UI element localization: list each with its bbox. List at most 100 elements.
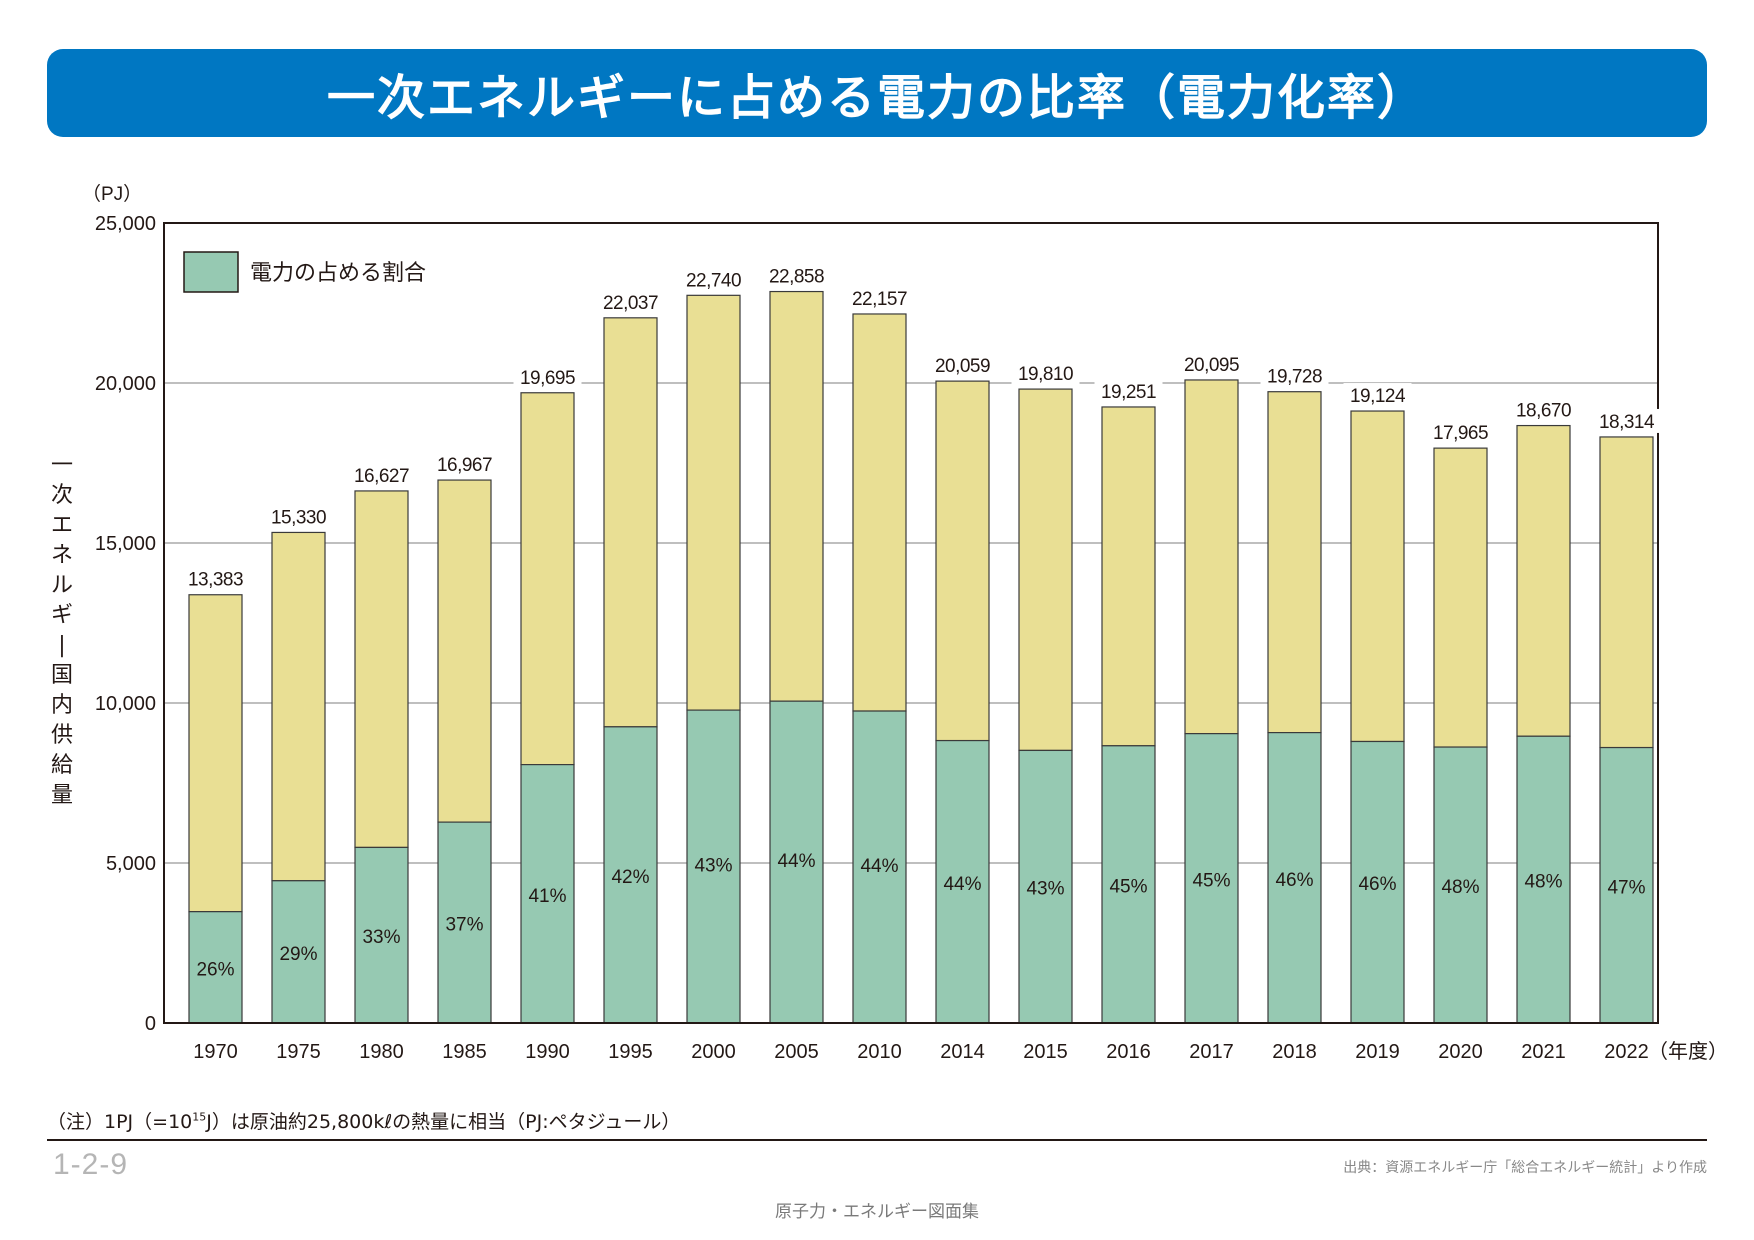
total-label-bg [1011, 361, 1080, 386]
y-axis-title-char: ル [51, 573, 73, 598]
x-tick-label: 1985 [442, 1041, 487, 1063]
bar-other-2016 [1101, 406, 1156, 747]
x-tick-label: 1980 [359, 1041, 404, 1063]
total-label: 22,037 [603, 293, 658, 314]
legend: 電力の占める割合 [183, 251, 426, 293]
y-tick-label: 0 [145, 1013, 156, 1035]
total-label: 20,095 [1184, 355, 1239, 376]
y-axis-title-char: 量 [51, 783, 73, 808]
bar-electricity-2016 [1101, 745, 1156, 1024]
page-title: 一次エネルギーに占める電力の比率（電力化率） [326, 70, 1427, 126]
total-label: 16,627 [354, 466, 409, 487]
bar-electricity-2010 [852, 710, 907, 1024]
x-tick-label: 2016 [1106, 1041, 1151, 1063]
bar-other-2005 [769, 290, 824, 702]
x-tick-label: 1995 [608, 1041, 653, 1063]
total-label-bg [762, 263, 831, 288]
x-unit-label: （年度） [1648, 1039, 1728, 1063]
total-label-bg [1592, 408, 1661, 433]
bar-electricity-2020 [1433, 746, 1488, 1024]
share-label: 46% [1275, 870, 1313, 891]
total-label-bg [1509, 397, 1578, 422]
total-label-bg [1177, 351, 1246, 376]
total-label-bg [596, 289, 665, 314]
total-label: 17,965 [1433, 423, 1488, 444]
bar-other-1985 [437, 479, 492, 823]
y-axis-title-char: 国 [51, 663, 73, 688]
share-label: 29% [279, 944, 317, 965]
y-unit-label: （PJ） [82, 183, 142, 205]
share-label: 43% [694, 856, 732, 877]
share-label: 44% [860, 856, 898, 877]
x-tick-label: 2017 [1189, 1041, 1234, 1063]
bar-electricity-2015 [1018, 749, 1073, 1024]
y-tick-label: 20,000 [95, 373, 156, 395]
bar-other-2015 [1018, 388, 1073, 752]
legend-label-electricity: 電力の占める割合 [250, 261, 426, 286]
bar-other-2021 [1516, 424, 1571, 737]
total-label: 16,967 [437, 455, 492, 476]
bar-electricity-1990 [520, 764, 575, 1024]
share-label: 47% [1607, 877, 1645, 898]
total-label-bg [347, 462, 416, 487]
share-label: 43% [1026, 879, 1064, 900]
share-label: 44% [777, 851, 815, 872]
total-label: 19,728 [1267, 367, 1322, 388]
total-label: 19,695 [520, 368, 575, 389]
total-label-bg [1343, 383, 1412, 408]
bar-electricity-1995 [603, 726, 658, 1024]
stacked-bar-chart: 0 5,000 10,000 15,000 20,000 25,000 13,383 26% 1… [51, 183, 1728, 1063]
total-label-bg [264, 504, 333, 529]
bar-other-1990 [520, 392, 575, 766]
share-label: 33% [362, 927, 400, 948]
plot-frame [163, 222, 1659, 1024]
bar-other-2010 [852, 313, 907, 712]
bar-electricity-2017 [1184, 733, 1239, 1024]
bar-other-2000 [686, 294, 741, 711]
y-axis-title-char: ネ [51, 543, 73, 568]
bar-other-2017 [1184, 379, 1239, 735]
y-axis-title-char: 次 [51, 483, 73, 508]
x-tick-label: 2022 [1604, 1041, 1649, 1063]
bar-other-2020 [1433, 447, 1488, 748]
bar-electricity-1975 [271, 880, 326, 1024]
total-label-bg [1094, 378, 1163, 403]
share-label: 42% [611, 867, 649, 888]
bar-other-2018 [1267, 391, 1322, 734]
x-tick-label: 2018 [1272, 1041, 1317, 1063]
bar-electricity-2018 [1267, 732, 1322, 1024]
total-label-bg [1426, 420, 1495, 445]
total-label: 22,740 [686, 270, 741, 291]
share-label: 44% [943, 874, 981, 895]
title-banner: 一次エネルギーに占める電力の比率（電力化率） [47, 49, 1707, 137]
share-label: 41% [528, 886, 566, 907]
bar-electricity-2005 [769, 700, 824, 1024]
publication-title: 原子力・エネルギー図面集 [775, 1202, 979, 1222]
bar-electricity-2014 [935, 739, 990, 1024]
footnote-exponent: 15 [192, 1110, 207, 1124]
legend-swatch-electricity [183, 251, 239, 293]
total-label: 15,330 [271, 507, 326, 528]
total-label-bg [513, 364, 582, 389]
y-axis-title-char: 給 [51, 753, 73, 778]
y-tick-label: 5,000 [106, 853, 156, 875]
share-label: 45% [1192, 870, 1230, 891]
total-label-bg [679, 267, 748, 292]
x-tick-label: 2010 [857, 1041, 902, 1063]
share-label: 46% [1358, 874, 1396, 895]
total-label-bg [845, 285, 914, 310]
x-tick-label: 2019 [1355, 1041, 1400, 1063]
bar-other-1970 [188, 594, 243, 913]
y-axis-title-char: 一 [51, 453, 73, 478]
total-label: 19,124 [1350, 386, 1406, 407]
total-label-bg [430, 452, 499, 477]
share-label: 37% [445, 915, 483, 936]
total-label: 13,383 [188, 570, 243, 591]
share-label: 48% [1441, 877, 1479, 898]
footnote-suffix: J）は原油約25,800kℓの熱量に相当（PJ:ペタジュール） [206, 1111, 681, 1133]
share-label: 48% [1524, 872, 1562, 893]
bar-other-2022 [1599, 436, 1654, 749]
figure-number: 1-2-9 [53, 1148, 129, 1181]
bar-other-1995 [603, 317, 658, 728]
y-axis-title-char: ギ [51, 603, 73, 628]
